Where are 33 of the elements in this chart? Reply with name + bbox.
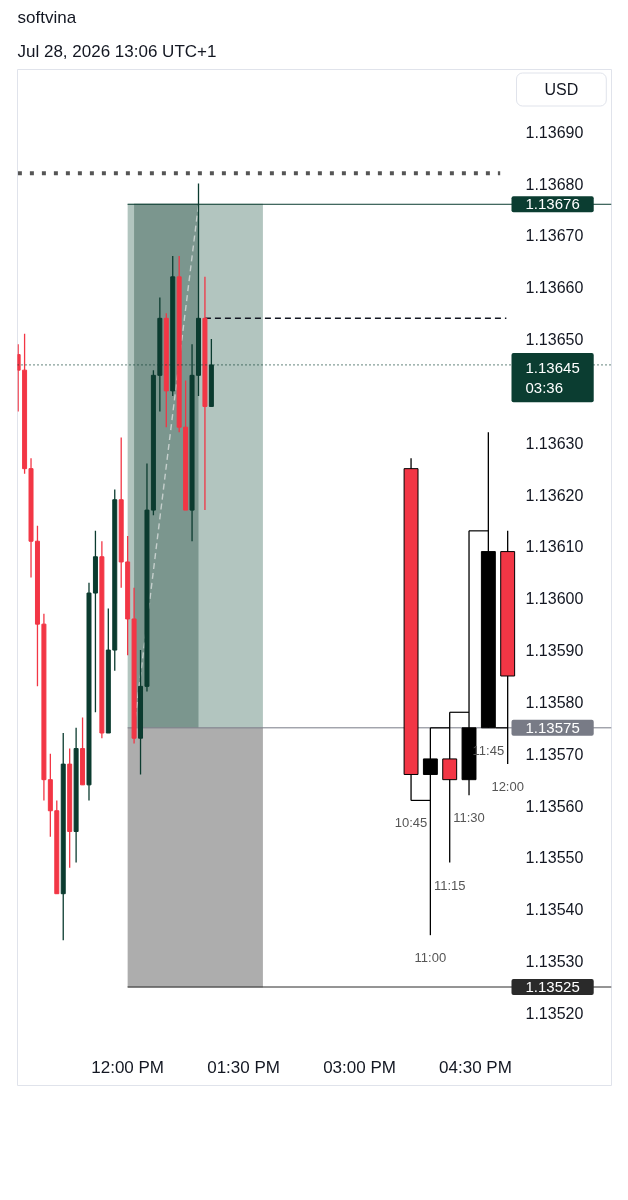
y-tick-label: 1.13620 [525,486,584,504]
y-tick-label: 1.13680 [525,175,584,193]
y-tick-label: 1.13530 [525,953,584,971]
x-tick-label: 12:00 PM [91,1057,165,1077]
y-tick-label: 1.13630 [525,434,584,452]
annotation: 10:45 [394,815,428,831]
y-tick-label: 1.13660 [525,279,584,297]
y-tick-label: 1.13650 [525,331,584,349]
chart-subtitle: Jul 28, 2026 13:06 UTC+1 [17,42,217,61]
y-tick-label: 1.13550 [525,849,584,867]
annotation: 11:00 [414,950,447,966]
y-tick-label: 1.13600 [525,590,584,608]
annotation: 11:15 [433,877,466,893]
annotation: 12:00 [491,779,524,795]
y-tick-label: 1.13570 [525,745,584,763]
ref-line-label: 1.13575 [525,718,580,736]
y-axis-title: USD [544,81,579,98]
y-tick-label: 1.13590 [525,642,584,660]
y-tick-label: 1.13520 [525,1004,584,1022]
y-tick-label: 1.13610 [525,538,584,556]
y-tick-label: 1.13560 [525,797,584,815]
x-tick-label: 03:00 PM [323,1057,396,1077]
y-tick-label: 1.13540 [525,901,584,919]
chart-title: softvina [17,7,77,27]
y-tick-label: 1.13690 [525,123,584,141]
x-tick-label: 04:30 PM [439,1057,512,1077]
y-tick-label: 1.13670 [525,227,584,245]
ref-line-label: 1.13676 [525,195,580,213]
annotation: 11:30 [453,810,485,826]
y-tick-label: 1.13580 [525,693,584,711]
ref-line-label: 1.13645 03:36 [525,358,580,397]
x-tick-label: 01:30 PM [207,1057,280,1077]
ref-line-label: 1.13525 [525,978,580,996]
